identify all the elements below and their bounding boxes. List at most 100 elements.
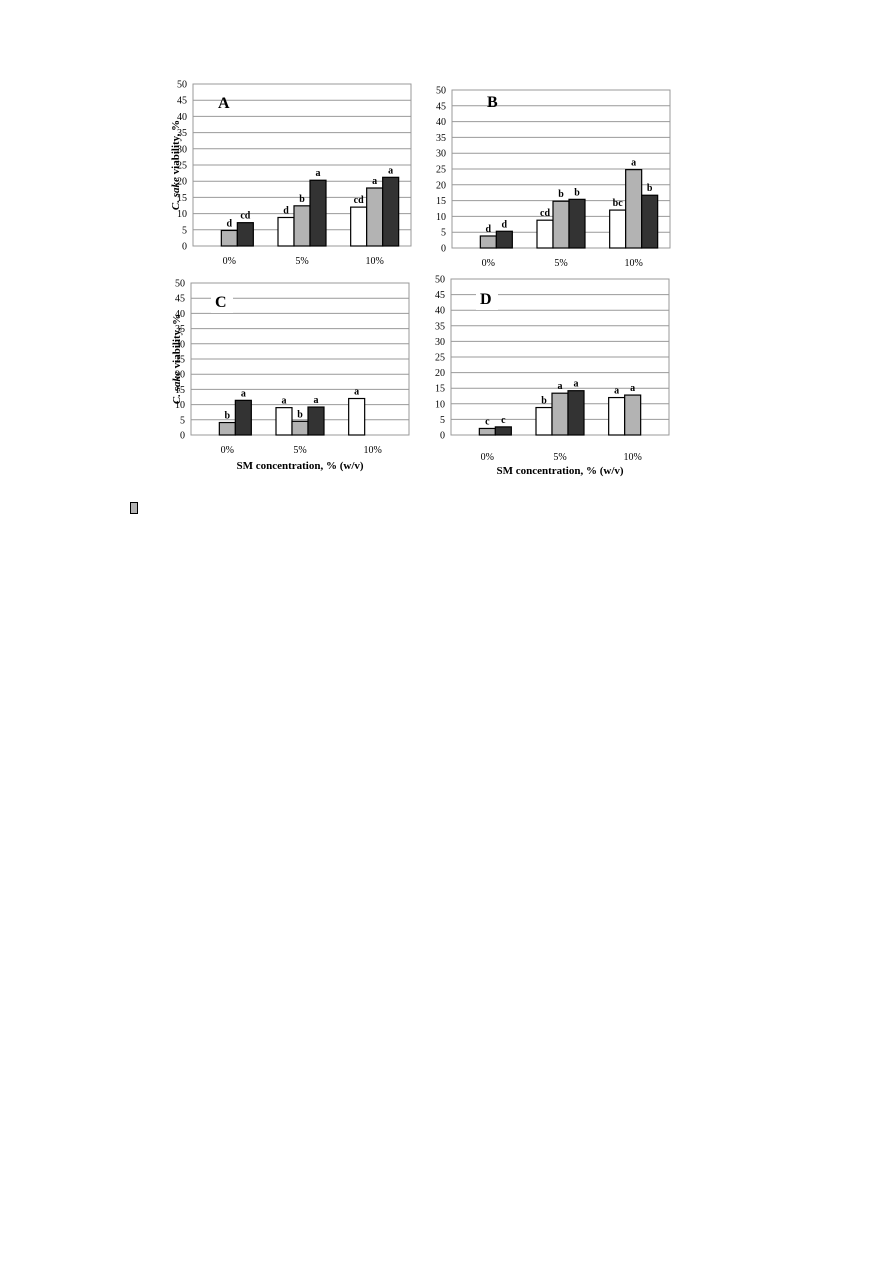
- chart-d-bar-1-3: [608, 396, 626, 436]
- chart-a-bar-3-1: [236, 222, 254, 247]
- chart-d-significance-letter: b: [541, 396, 547, 407]
- chart-a-bar-1-2: [277, 216, 295, 247]
- chart-a-ylabel-rest: viability, %: [170, 120, 182, 177]
- chart-c-category-label: 5%: [293, 445, 306, 456]
- chart-d-ytick-label: 35: [435, 321, 445, 332]
- chart-b-ytick-label: 50: [436, 86, 446, 97]
- chart-a-significance-letter: a: [372, 176, 377, 187]
- chart-c-ytick-label: 30: [175, 339, 185, 350]
- chart-a-ytick-label: 40: [177, 112, 187, 123]
- chart-b-ytick-label: 0: [441, 244, 446, 255]
- chart-d-category-label: 10%: [623, 452, 641, 463]
- chart-d-significance-letter: a: [614, 386, 619, 397]
- chart-c-bar-2-1: [218, 421, 236, 436]
- chart-d-bar-2-2: [551, 392, 569, 436]
- chart-c-ylabel-rest: viability, %: [171, 314, 183, 371]
- chart-a-significance-letter: d: [227, 218, 233, 229]
- chart-b-ytick-label: 30: [436, 149, 446, 160]
- chart-b-ytick-label: 15: [436, 196, 446, 207]
- chart-a-ytick-label: 20: [177, 177, 187, 188]
- chart-b-bar-2-2: [552, 200, 570, 249]
- chart-d-panel-label: D: [480, 291, 492, 308]
- chart-b-bar-3-3: [641, 194, 659, 249]
- chart-c-significance-letter: a: [282, 396, 287, 407]
- chart-a-panel-label: A: [218, 95, 230, 112]
- chart-a-ytick-label: 5: [182, 225, 187, 236]
- chart-c-significance-letter: a: [241, 388, 246, 399]
- chart-d-category-label: 5%: [553, 452, 566, 463]
- chart-d-bar-2-3: [624, 394, 642, 436]
- chart-c-ylabel-italic: C. sake: [171, 371, 183, 404]
- chart-a-significance-letter: d: [283, 205, 289, 216]
- chart-c-ytick-label: 15: [175, 385, 185, 396]
- chart-a-category-label: 5%: [295, 256, 308, 267]
- chart-c-panel-label-bg: [211, 291, 233, 313]
- chart-c-ytick-label: 45: [175, 294, 185, 305]
- chart-d-bar-3-2: [567, 390, 585, 436]
- chart-c-ytick-label: 0: [180, 431, 185, 442]
- chart-c-ytick-label: 40: [175, 309, 185, 320]
- chart-a-ytick-label: 50: [177, 80, 187, 91]
- chart-c-bar-1-2: [275, 407, 293, 436]
- chart-c-ylabel: C. sake viability, %: [171, 314, 183, 404]
- chart-d-ytick-label: 40: [435, 306, 445, 317]
- legend-swatch-series-2: [130, 502, 138, 514]
- chart-a-bar-3-3: [382, 176, 400, 247]
- chart-b-bar-1-3: [609, 209, 627, 249]
- chart-b-ytick-label: 10: [436, 212, 446, 223]
- chart-d-ytick-label: 45: [435, 290, 445, 301]
- chart-d-ytick-label: 20: [435, 368, 445, 379]
- chart-a-category-label: 0%: [223, 256, 236, 267]
- chart-d-bar-3-1: [494, 426, 512, 436]
- chart-a-ytick-label: 35: [177, 128, 187, 139]
- chart-a: 05101520253035404550dcd0%dba5%cdaa10%AC.…: [170, 80, 412, 267]
- chart-b-bar-2-3: [625, 169, 643, 249]
- chart-b-ytick-label: 20: [436, 180, 446, 191]
- chart-a-significance-letter: cd: [240, 211, 250, 222]
- chart-a-ytick-label: 30: [177, 144, 187, 155]
- chart-b-significance-letter: d: [502, 219, 508, 230]
- chart-c-category-label: 10%: [363, 445, 381, 456]
- chart-d-significance-letter: a: [558, 381, 563, 392]
- chart-c-bar-1-3: [348, 397, 366, 436]
- chart-b-bar-1-2: [536, 219, 554, 249]
- chart-d-significance-letter: c: [501, 415, 506, 426]
- chart-c-significance-letter: b: [225, 411, 231, 422]
- chart-b-category-label: 5%: [554, 258, 567, 269]
- chart-b-significance-letter: b: [574, 187, 580, 198]
- chart-d-ytick-label: 30: [435, 337, 445, 348]
- chart-b-significance-letter: d: [486, 224, 492, 235]
- chart-c-xlabel: SM concentration, % (w/v): [236, 460, 363, 472]
- chart-d-ytick-label: 25: [435, 353, 445, 364]
- chart-d-ytick-label: 5: [440, 415, 445, 426]
- chart-d-xlabel: SM concentration, % (w/v): [496, 465, 623, 477]
- chart-c-significance-letter: b: [297, 409, 303, 420]
- chart-a-ytick-label: 10: [177, 209, 187, 220]
- chart-a-significance-letter: a: [388, 165, 393, 176]
- chart-b-significance-letter: cd: [540, 208, 550, 219]
- chart-d-significance-letter: a: [630, 383, 635, 394]
- chart-c-bar-2-2: [291, 420, 309, 436]
- chart-b-significance-letter: b: [558, 189, 564, 200]
- chart-b-ytick-label: 40: [436, 117, 446, 128]
- chart-b-ytick-label: 35: [436, 133, 446, 144]
- chart-a-category-label: 10%: [365, 256, 383, 267]
- chart-c-panel-label: C: [215, 294, 227, 311]
- chart-c-ytick-label: 25: [175, 355, 185, 366]
- chart-a-bar-2-1: [220, 229, 238, 247]
- chart-d-bar-1-2: [535, 406, 553, 436]
- chart-a-ytick-label: 25: [177, 161, 187, 172]
- chart-b-significance-letter: a: [631, 158, 636, 169]
- chart-b-bar-3-1: [495, 230, 513, 249]
- chart-c-ytick-label: 20: [175, 370, 185, 381]
- chart-b-category-label: 0%: [482, 258, 495, 269]
- chart-b-bar-3-2: [568, 198, 586, 249]
- chart-a-ylabel-italic: C. sake: [170, 177, 182, 210]
- chart-a-bar-1-3: [350, 206, 368, 247]
- chart-b-category-label: 10%: [624, 258, 642, 269]
- chart-d-ytick-label: 15: [435, 384, 445, 395]
- chart-b-ytick-label: 25: [436, 165, 446, 176]
